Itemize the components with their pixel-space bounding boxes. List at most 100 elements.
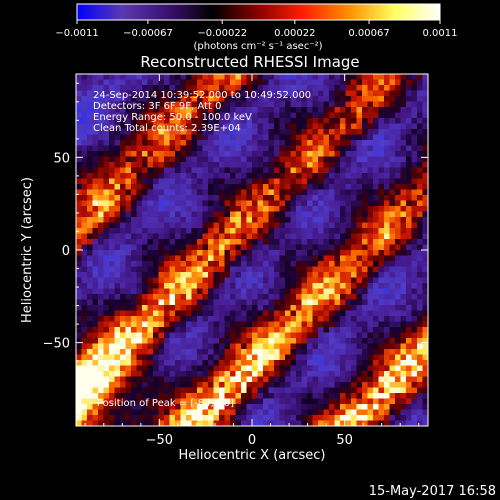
heatmap-cell [252,129,258,135]
heatmap-cell [81,360,88,366]
heatmap-cell [378,332,385,339]
heatmap-cell [246,420,253,427]
heatmap-cell [362,255,368,262]
heatmap-cell [191,151,198,157]
heatmap-cell [252,420,258,427]
heatmap-cell [191,332,198,339]
heatmap-cell [384,305,390,311]
heatmap-cell [351,140,357,146]
heatmap-cell [147,277,154,284]
heatmap-cell [367,140,374,146]
heatmap-cell [356,118,363,124]
heatmap-cell [103,90,110,97]
heatmap-cell [92,189,99,196]
heatmap-cell [81,140,88,146]
heatmap-cell [180,310,187,317]
heatmap-cell [142,206,148,212]
heatmap-cell [268,79,275,86]
heatmap-cell [395,294,401,300]
heatmap-cell [351,338,357,344]
heatmap-cell [87,90,93,97]
heatmap-cell [241,189,247,196]
heatmap-cell [197,74,203,80]
heatmap-cell [422,239,429,245]
heatmap-cell [268,222,275,229]
heatmap-cell [98,74,104,80]
heatmap-cell [114,420,121,427]
heatmap-cell [356,338,363,344]
heatmap-cell [290,206,297,212]
heatmap-cell [378,151,385,157]
heatmap-cell [175,321,181,328]
heatmap-cell [230,90,236,97]
heatmap-cell [312,206,319,212]
heatmap-cell [323,266,330,273]
heatmap-cell [274,365,280,372]
heatmap-cell [208,294,214,300]
heatmap-cell [417,382,423,388]
heatmap-cell [384,349,390,355]
heatmap-cell [279,189,286,196]
heatmap-cell [81,134,88,141]
heatmap-cell [164,261,170,267]
heatmap-cell [367,349,374,355]
heatmap-cell [378,200,385,207]
heatmap-cell [169,266,176,273]
heatmap-cell [290,349,297,355]
heatmap-cell [345,156,352,163]
heatmap-cell [120,96,126,102]
heatmap-cell [202,343,209,350]
heatmap-cell [76,382,82,388]
heatmap-cell [257,200,264,207]
heatmap-cell [411,239,418,245]
heatmap-cell [268,360,275,366]
heatmap-cell [230,206,236,212]
heatmap-cell [274,162,280,168]
heatmap-cell [224,349,231,355]
heatmap-cell [301,222,308,229]
heatmap-cell [202,123,209,130]
heatmap-cell [202,393,209,399]
heatmap-cell [296,101,302,108]
heatmap-cell [356,151,363,157]
heatmap-cell [417,145,423,152]
heatmap-cell [263,327,269,333]
heatmap-cell [279,195,286,201]
heatmap-cell [180,239,187,245]
heatmap-cell [312,321,319,328]
heatmap-cell [318,250,324,256]
heatmap-cell [202,294,209,300]
heatmap-cell [114,118,121,124]
heatmap-cell [345,376,352,383]
heatmap-cell [268,382,275,388]
heatmap-cell [356,266,363,273]
heatmap-cell [406,112,412,119]
heatmap-cell [76,233,82,240]
heatmap-cell [274,85,280,91]
heatmap-cell [411,305,418,311]
heatmap-cell [290,415,297,421]
heatmap-cell [98,409,104,416]
heatmap-cell [109,189,115,196]
heatmap-cell [164,255,170,262]
heatmap-cell [197,173,203,179]
heatmap-cell [378,387,385,394]
heatmap-cell [153,239,159,245]
heatmap-cell [131,173,137,179]
heatmap-cell [285,173,291,179]
heatmap-cell [109,206,115,212]
heatmap-cell [263,288,269,295]
heatmap-cell [351,349,357,355]
heatmap-cell [384,244,390,251]
heatmap-cell [400,382,407,388]
heatmap-cell [307,376,313,383]
heatmap-cell [175,178,181,185]
heatmap-cell [92,112,99,119]
heatmap-cell [290,239,297,245]
heatmap-cell [285,206,291,212]
heatmap-cell [120,310,126,317]
heatmap-cell [180,217,187,223]
heatmap-cell [131,167,137,174]
heatmap-cell [224,151,231,157]
heatmap-cell [153,382,159,388]
